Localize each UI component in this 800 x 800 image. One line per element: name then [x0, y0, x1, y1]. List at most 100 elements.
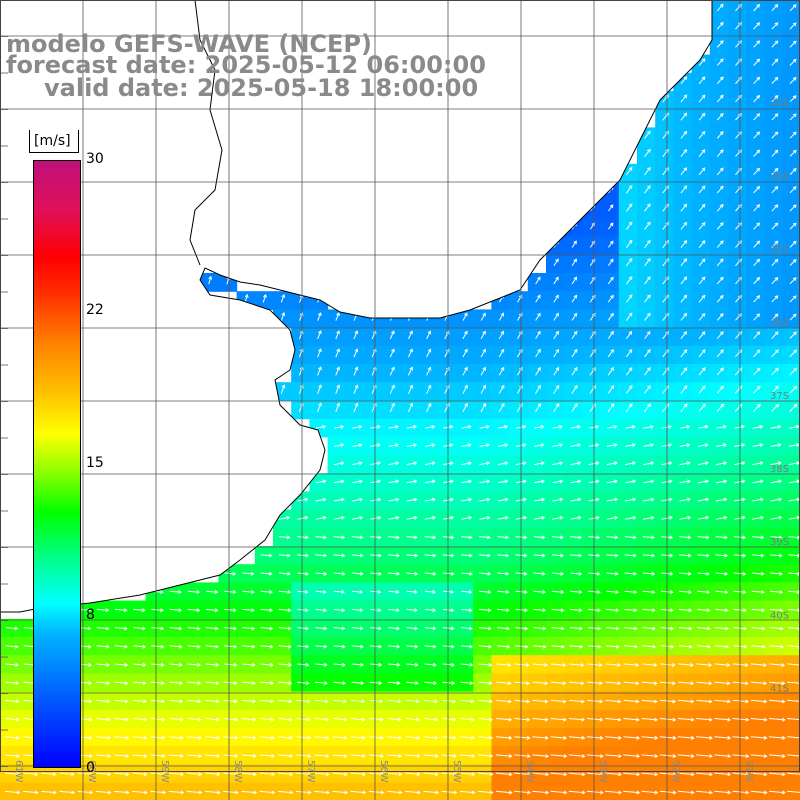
lat-label-36s: 36S [770, 318, 789, 329]
wind-arrow [698, 203, 706, 212]
wind-arrow [623, 699, 640, 704]
wind-arrow [350, 754, 366, 758]
wind-arrow [644, 185, 651, 194]
wind-arrow [623, 754, 641, 759]
wind-arrow [644, 276, 651, 285]
wind-arrow [679, 479, 691, 484]
wind-arrow [789, 295, 797, 303]
wind-arrow [114, 717, 129, 722]
wind-arrow [771, 58, 779, 66]
wind-arrow [387, 717, 402, 722]
wind-arrow [496, 717, 513, 722]
wind-arrow [586, 754, 604, 759]
wind-arrow [625, 312, 633, 321]
wind-arrow [335, 312, 340, 321]
wind-arrow [369, 735, 384, 740]
wind-arrow [551, 608, 565, 613]
wind-arrow [588, 443, 600, 448]
wind-arrow [606, 571, 619, 576]
wind-arrow [551, 571, 565, 576]
wind-arrow [205, 735, 221, 740]
wind-arrow [624, 571, 638, 576]
wind-arrow [789, 367, 798, 376]
wind-arrow [132, 717, 148, 722]
wind-arrow [696, 754, 713, 759]
wind-arrow [698, 258, 706, 267]
wind-arrow [5, 717, 20, 722]
wind-arrow [697, 553, 710, 558]
wind-arrow [132, 644, 147, 649]
wind-arrow [423, 754, 439, 758]
wind-arrow [314, 699, 329, 704]
wind-arrow [460, 717, 475, 722]
wind-arrow [608, 204, 614, 212]
wind-arrow [571, 385, 578, 394]
wind-arrow [461, 443, 472, 448]
wind-arrow [478, 662, 493, 667]
wind-arrow [625, 443, 636, 448]
wind-arrow [569, 608, 583, 613]
wind-arrow [77, 772, 94, 777]
wind-arrow [205, 662, 220, 667]
wind-arrow [659, 772, 677, 777]
wind-arrow [389, 384, 395, 394]
wind-arrow [260, 608, 274, 613]
wind-arrow [407, 384, 414, 394]
wind-arrow [789, 149, 797, 157]
wind-arrow [278, 608, 292, 613]
colorbar-tick-22: 22 [86, 302, 104, 318]
wind-arrow [697, 590, 711, 595]
wind-arrow [570, 497, 582, 502]
wind-arrow [716, 258, 724, 267]
wind-arrow [698, 294, 706, 303]
wind-arrow [698, 58, 706, 66]
wind-arrow [698, 112, 706, 121]
wind-arrow [571, 330, 578, 340]
wind-arrow [680, 331, 688, 339]
wind-arrow [315, 681, 328, 686]
lat-label-33s: 33S [770, 98, 789, 109]
wind-arrow [496, 644, 511, 649]
colorbar-tick-8: 8 [86, 607, 95, 623]
wind-arrow [623, 663, 640, 667]
wind-arrow [260, 717, 275, 722]
wind-arrow [643, 443, 655, 448]
wind-arrow [624, 479, 637, 484]
wind-arrow [405, 735, 421, 740]
wind-arrow [498, 330, 505, 340]
wind-arrow [680, 185, 688, 194]
colorbar-unit: [m/s] [34, 133, 71, 149]
wind-arrow [586, 735, 604, 740]
wind-arrow [260, 553, 273, 558]
wind-arrow [660, 663, 676, 667]
wind-arrow [497, 424, 509, 429]
wind-arrow [532, 717, 549, 722]
wind-arrow [641, 772, 659, 777]
wind-arrow [317, 384, 322, 394]
wind-arrow [753, 367, 761, 376]
wind-arrow [296, 772, 312, 777]
wind-arrow [297, 497, 309, 502]
wind-arrow [771, 76, 779, 84]
wind-arrow [569, 644, 584, 649]
wind-arrow [388, 571, 401, 576]
wind-arrow [715, 461, 728, 466]
wind-arrow [296, 790, 312, 795]
wind-arrow [644, 367, 651, 376]
wind-arrow [424, 535, 437, 540]
wind-arrow [677, 754, 695, 759]
wind-arrow [333, 497, 345, 502]
wind-arrow [315, 589, 327, 594]
wind-arrow [406, 681, 419, 686]
wind-arrow [605, 754, 622, 759]
wind-arrow [297, 589, 309, 594]
wind-arrow [771, 95, 779, 103]
wind-arrow [679, 515, 692, 520]
wind-arrow [259, 772, 276, 777]
wind-arrow [623, 735, 641, 740]
wind-arrow [314, 790, 330, 795]
wind-arrow [424, 443, 436, 448]
wind-arrow [96, 662, 111, 667]
wind-arrow [768, 772, 786, 777]
wind-arrow [315, 424, 327, 429]
